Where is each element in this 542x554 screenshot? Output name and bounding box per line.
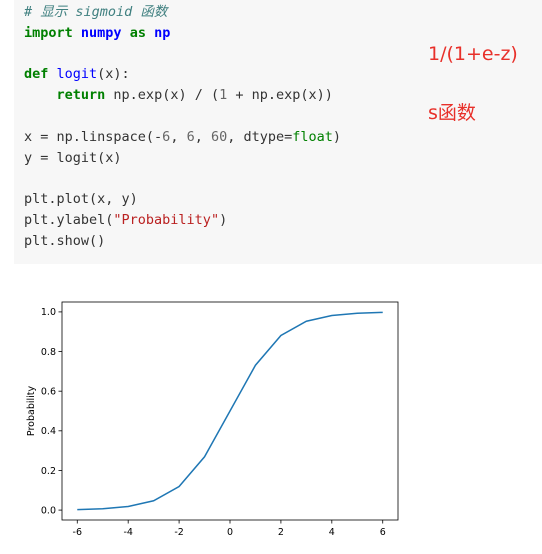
code-token bbox=[146, 25, 154, 41]
code-token: float bbox=[292, 128, 333, 145]
code-token: , bbox=[194, 128, 211, 145]
code-token: ) bbox=[219, 211, 228, 228]
code-token bbox=[73, 25, 81, 41]
code-token bbox=[48, 66, 56, 82]
sigmoid-note-annotation: s函数 bbox=[428, 102, 476, 124]
code-line: x = np.linspace(-6, 6, 60, dtype=float) bbox=[24, 127, 341, 148]
code-token: np.exp(x) / ( bbox=[105, 87, 220, 104]
code-line: y = logit(x) bbox=[24, 148, 341, 169]
code-token bbox=[24, 87, 57, 103]
code-token: np bbox=[154, 24, 171, 41]
y-tick-label: 0.6 bbox=[41, 386, 56, 397]
x-tick-label: -4 bbox=[123, 527, 132, 538]
y-tick-label: 0.0 bbox=[41, 505, 56, 516]
code-token: + np.exp(x)) bbox=[227, 87, 333, 104]
code-token: 60 bbox=[210, 128, 228, 145]
code-token: def bbox=[24, 66, 49, 83]
code-line: def logit(x): bbox=[24, 64, 341, 85]
formula-annotation: 1/(1+e-z) bbox=[428, 43, 518, 65]
code-token: # 显示 sigmoid 函数 bbox=[24, 4, 168, 20]
code-editor[interactable]: # 显示 sigmoid 函数 import numpy as np def lo… bbox=[24, 2, 341, 252]
sigmoid-chart: -6 -4 -2 0 2 4 6 0.0 0.2 0.4 0.6 0.8 1.0 Probability bbox=[26, 301, 399, 538]
x-tick-label: 4 bbox=[329, 527, 335, 538]
sigmoid-line bbox=[77, 311, 383, 511]
code-token bbox=[122, 25, 130, 41]
x-tick-label: 6 bbox=[380, 527, 386, 538]
y-axis-label: Probability bbox=[26, 386, 37, 437]
x-tick-label: 2 bbox=[278, 527, 284, 538]
code-token: "Probability" bbox=[113, 211, 220, 228]
code-line: plt.show() bbox=[24, 231, 341, 252]
code-cell[interactable]: # 显示 sigmoid 函数 import numpy as np def lo… bbox=[14, 0, 542, 264]
code-line: return np.exp(x) / (1 + np.exp(x)) bbox=[24, 85, 341, 106]
code-token: plt.ylabel( bbox=[24, 211, 114, 228]
code-token: numpy bbox=[80, 24, 122, 41]
code-token: plt.show() bbox=[24, 232, 106, 249]
code-token: (x): bbox=[97, 66, 130, 83]
code-line bbox=[24, 44, 341, 65]
code-token: y = logit(x) bbox=[24, 149, 122, 166]
plot-output: -6 -4 -2 0 2 4 6 0.0 0.2 0.4 0.6 0.8 1.0 Probability bbox=[0, 290, 420, 550]
code-token: 6 bbox=[186, 128, 195, 145]
code-token: , bbox=[170, 128, 187, 145]
code-token: as bbox=[129, 24, 146, 41]
code-line: plt.ylabel("Probability") bbox=[24, 210, 341, 231]
y-tick-label: 0.2 bbox=[41, 466, 56, 477]
code-line bbox=[24, 168, 341, 189]
code-token: plt.plot(x, y) bbox=[24, 191, 138, 208]
code-line: import numpy as np bbox=[24, 23, 341, 44]
x-tick-label: -6 bbox=[73, 527, 82, 538]
code-token: ) bbox=[332, 128, 342, 145]
code-token: 1 bbox=[219, 87, 228, 104]
code-line: # 显示 sigmoid 函数 bbox=[24, 2, 341, 23]
code-token: , dtype= bbox=[227, 128, 293, 145]
code-token: x = np.linspace(- bbox=[24, 128, 163, 145]
y-tick-label: 1.0 bbox=[41, 307, 56, 318]
x-tick-label: 0 bbox=[227, 527, 233, 538]
y-tick-label: 0.8 bbox=[41, 347, 56, 358]
y-tick-label: 0.4 bbox=[41, 426, 56, 437]
code-token: logit bbox=[56, 66, 98, 83]
code-line: plt.plot(x, y) bbox=[24, 189, 341, 210]
code-token: 6 bbox=[162, 128, 171, 145]
code-token: return bbox=[56, 87, 106, 104]
code-token: import bbox=[24, 24, 73, 41]
code-line bbox=[24, 106, 341, 127]
x-tick-label: -2 bbox=[174, 527, 183, 538]
